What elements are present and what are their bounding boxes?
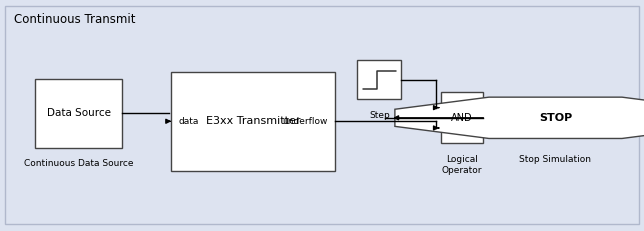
Text: Data Source: Data Source [47, 108, 111, 118]
Text: underflow: underflow [282, 117, 327, 126]
Bar [171, 72, 335, 171]
Text: STOP: STOP [539, 113, 572, 123]
Text: AND: AND [451, 113, 473, 123]
Text: Step: Step [369, 111, 390, 120]
Bar [357, 60, 401, 99]
Polygon shape [395, 97, 644, 138]
Bar [35, 79, 122, 148]
Text: E3xx Transmitter: E3xx Transmitter [205, 116, 300, 126]
Text: Logical
Operator: Logical Operator [442, 155, 482, 175]
Bar [441, 92, 483, 143]
Text: data: data [178, 117, 199, 126]
Text: Continuous Data Source: Continuous Data Source [24, 159, 134, 168]
Text: Continuous Transmit: Continuous Transmit [14, 13, 136, 26]
Text: Stop Simulation: Stop Simulation [520, 155, 591, 164]
